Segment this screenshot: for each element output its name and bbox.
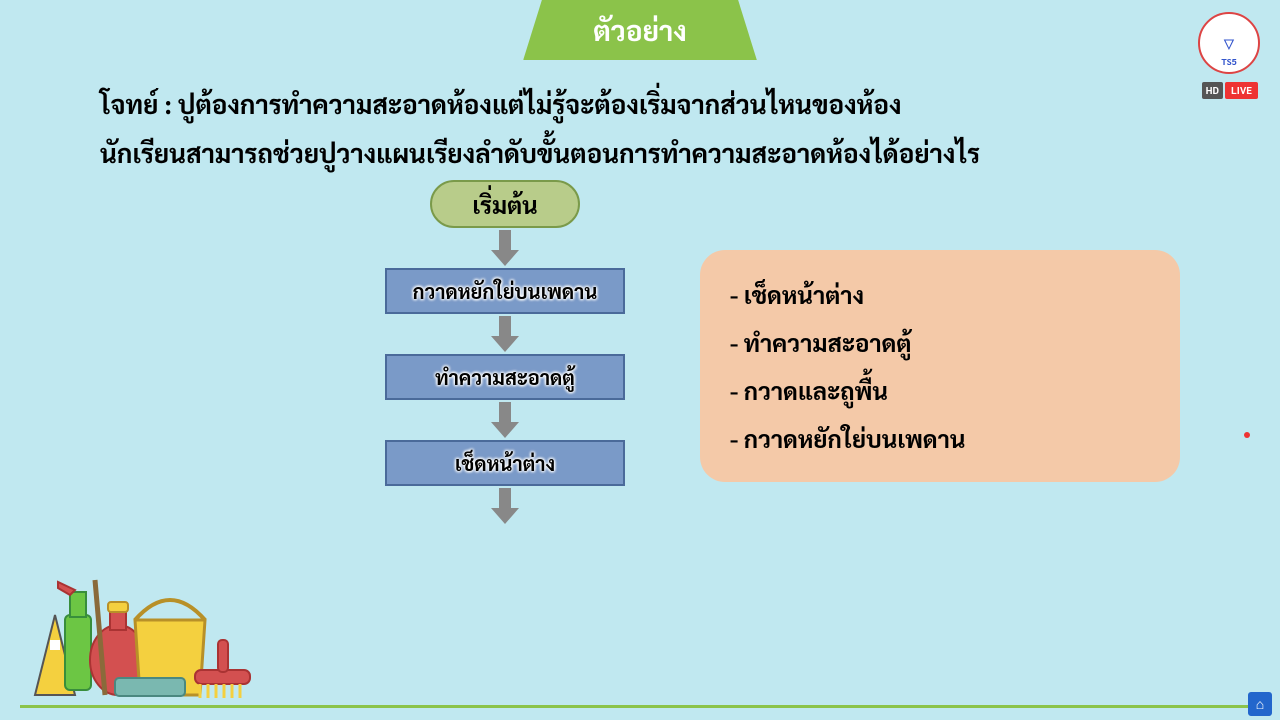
question-line-2: นักเรียนสามารถช่วยปูวางแผนเรียงลำดับขั้น…: [100, 129, 1180, 178]
question-text: โจทย์ : ปูต้องการทำความสะอาดห้องแต่ไม่รู…: [100, 80, 1180, 179]
flowchart-step-3: เช็ดหน้าต่าง: [385, 440, 625, 486]
flowchart-start-node: เริ่มต้น: [430, 180, 580, 228]
cleaning-supplies-icon: [20, 520, 260, 700]
title-tab: ตัวอย่าง: [523, 0, 757, 60]
flowchart-step-2: ทำความสะอาดตู้: [385, 354, 625, 400]
options-box: - เช็ดหน้าต่าง - ทำความสะอาดตู้ - กวาดแล…: [700, 250, 1180, 482]
live-badge: HD LIVE: [1202, 82, 1258, 99]
option-item: - กวาดและถูพื้น: [730, 366, 1150, 414]
question-line-1: โจทย์ : ปูต้องการทำความสะอาดห้องแต่ไม่รู…: [100, 80, 1180, 129]
option-item: - ทำความสะอาดตู้: [730, 318, 1150, 366]
channel-logo: ▽ TS5: [1198, 12, 1260, 74]
cursor-dot-icon: [1244, 432, 1250, 438]
flowchart-step-1: กวาดหยักใย่บนเพดาน: [385, 268, 625, 314]
hd-label: HD: [1202, 82, 1223, 99]
option-item: - เช็ดหน้าต่าง: [730, 270, 1150, 318]
option-item: - กวาดหยักใย่บนเพดาน: [730, 414, 1150, 462]
lotus-icon: ▽: [1223, 32, 1235, 55]
bottom-divider: [20, 705, 1260, 708]
flowchart: เริ่มต้น กวาดหยักใย่บนเพดาน ทำความสะอาดต…: [370, 180, 640, 526]
live-label: LIVE: [1225, 82, 1258, 99]
logo-text: TS5: [1221, 56, 1236, 68]
home-icon[interactable]: ⌂: [1248, 692, 1272, 716]
